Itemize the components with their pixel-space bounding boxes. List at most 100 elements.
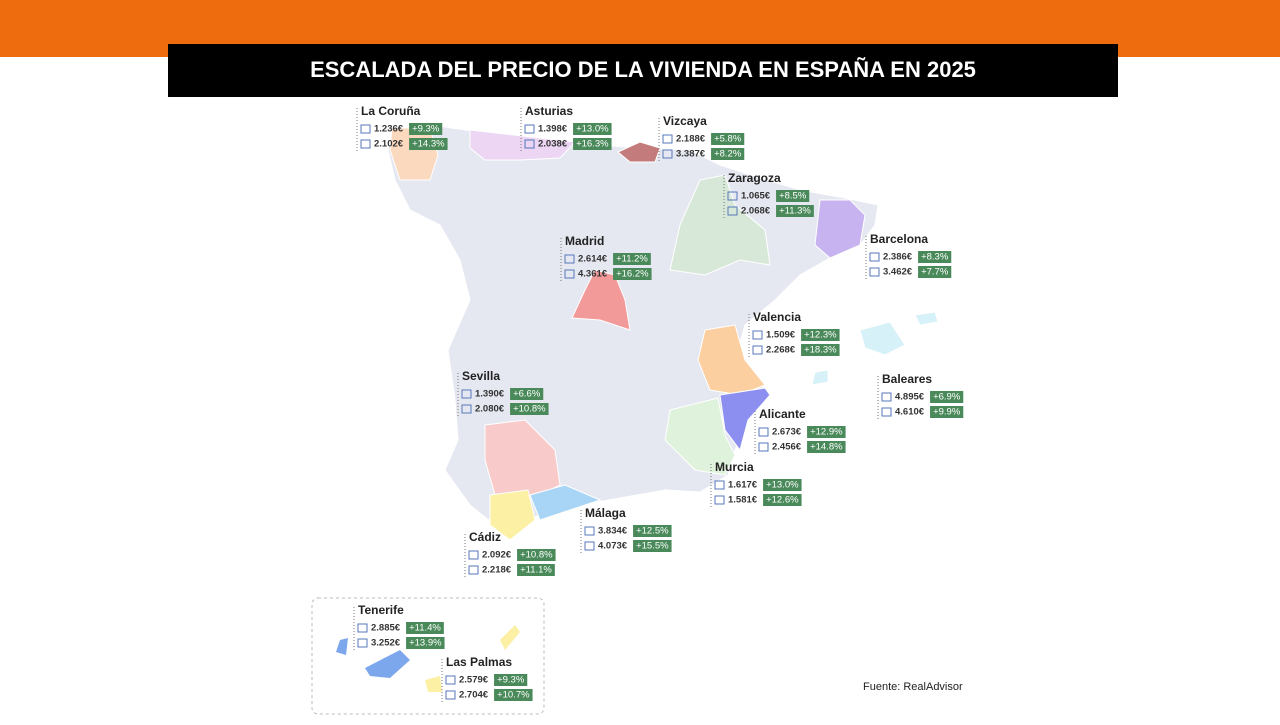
canarias-box — [311, 597, 545, 715]
change-badge — [776, 190, 810, 202]
change: +14.8% — [810, 442, 843, 453]
change: +9.3% — [497, 675, 525, 686]
price: 2.614€ — [578, 254, 608, 265]
change-badge — [409, 138, 448, 150]
change: +11.4% — [409, 623, 441, 634]
change-badge — [494, 689, 533, 701]
change-badge — [517, 549, 556, 561]
region-name: Asturias — [525, 104, 573, 118]
change: +9.3% — [412, 124, 440, 135]
icon — [461, 389, 472, 399]
price: 2.268€ — [766, 345, 796, 356]
change: +14.3% — [412, 139, 445, 150]
change: +12.6% — [766, 495, 799, 506]
map — [387, 124, 939, 541]
icon — [584, 526, 595, 536]
price: 2.579€ — [459, 675, 489, 686]
change-badge — [930, 406, 964, 418]
price: 3.387€ — [676, 149, 706, 160]
price: 4.361€ — [578, 269, 608, 280]
change-badge — [776, 205, 814, 217]
murcia-area — [664, 397, 736, 476]
price: 2.102€ — [374, 139, 404, 150]
icon — [869, 267, 880, 277]
change-badge — [613, 253, 651, 265]
change-badge — [711, 133, 745, 145]
icon — [524, 139, 535, 149]
price: 1.581€ — [728, 495, 758, 506]
price: 3.462€ — [883, 267, 913, 278]
price: 2.188€ — [676, 134, 706, 145]
price: 4.073€ — [598, 541, 628, 552]
change: +15.5% — [636, 541, 669, 552]
change-badge — [613, 268, 652, 280]
malaga-area — [529, 484, 602, 521]
region-name: Valencia — [753, 310, 801, 324]
icon — [727, 206, 738, 216]
change-badge — [763, 479, 802, 491]
region-name: Sevilla — [462, 369, 500, 383]
icon — [564, 254, 575, 264]
icon — [727, 191, 738, 201]
icon — [758, 442, 769, 452]
region-name: La Coruña — [361, 104, 421, 118]
change: +12.5% — [636, 526, 669, 537]
change: +6.9% — [933, 392, 961, 403]
change: +12.9% — [810, 427, 843, 438]
change-badge — [510, 403, 549, 415]
price: 1.398€ — [538, 124, 568, 135]
price: 3.834€ — [598, 526, 628, 537]
region-name: Baleares — [882, 372, 932, 386]
icon — [752, 330, 763, 340]
icon — [360, 124, 371, 134]
change: +8.3% — [921, 252, 949, 263]
region-name: Málaga — [585, 506, 626, 520]
price: 2.704€ — [459, 690, 489, 701]
change-badge — [406, 622, 444, 634]
icon — [468, 565, 479, 575]
change: +8.5% — [779, 191, 807, 202]
icon — [468, 550, 479, 560]
price: 2.673€ — [772, 427, 802, 438]
icon — [662, 134, 673, 144]
fuerteventura — [500, 625, 520, 650]
change-badge — [763, 494, 802, 506]
price: 2.038€ — [538, 139, 568, 150]
icon — [360, 139, 371, 149]
tenerife — [365, 650, 410, 678]
change-badge — [409, 123, 443, 135]
icon — [869, 252, 880, 262]
change-badge — [918, 251, 952, 263]
source: Fuente: RealAdvisor — [863, 681, 963, 693]
title-box — [168, 44, 1118, 97]
icon — [584, 541, 595, 551]
spain-mainland — [387, 124, 879, 526]
price: 1.390€ — [475, 389, 505, 400]
change: +9.9% — [933, 407, 961, 418]
change: +11.3% — [779, 206, 811, 217]
change-badge — [930, 391, 964, 403]
icon — [714, 480, 725, 490]
change-badge — [494, 674, 528, 686]
cadiz-area — [489, 489, 536, 541]
icon — [881, 392, 892, 402]
change: +16.2% — [616, 269, 649, 280]
change-badge — [801, 329, 840, 341]
change: +7.7% — [921, 267, 949, 278]
zaragoza-area — [669, 174, 771, 276]
change: +18.3% — [804, 345, 837, 356]
price: 2.885€ — [371, 623, 401, 634]
change-badge — [801, 344, 840, 356]
change-badge — [406, 637, 445, 649]
change: +10.7% — [497, 690, 530, 701]
icon — [752, 345, 763, 355]
region-name: Barcelona — [870, 232, 928, 246]
price: 2.080€ — [475, 404, 505, 415]
icon — [524, 124, 535, 134]
price: 1.065€ — [741, 191, 771, 202]
island — [336, 638, 348, 655]
region-name: Murcia — [715, 460, 754, 474]
baleares-ibiza — [811, 369, 829, 386]
